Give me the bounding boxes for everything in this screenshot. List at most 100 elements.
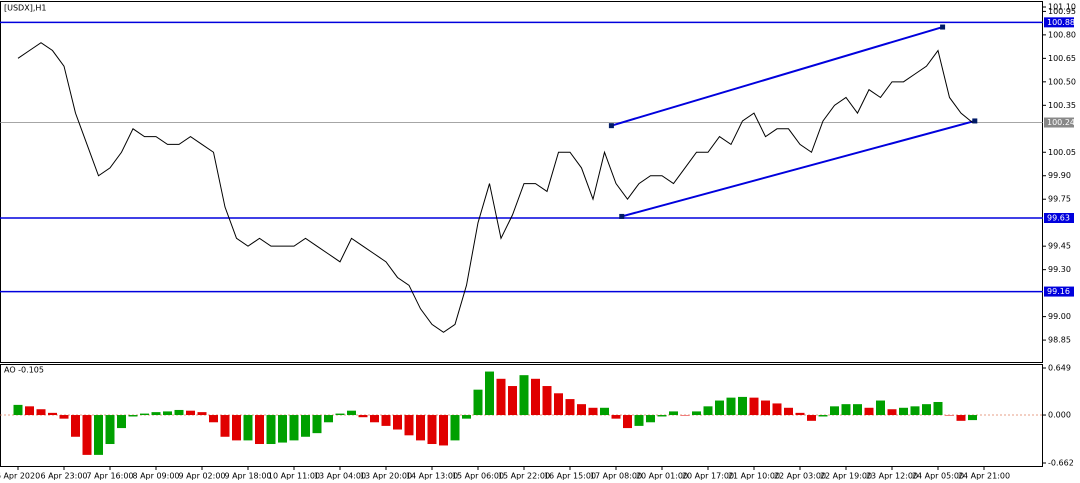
- ao-bar: [71, 415, 80, 437]
- ao-bar: [830, 406, 839, 416]
- level-label: 99.16: [1047, 287, 1070, 296]
- current-price-label: 100.24: [1047, 118, 1075, 127]
- ao-bar: [600, 407, 609, 416]
- ao-bar: [680, 415, 690, 416]
- ao-title: AO -0.105: [4, 366, 44, 375]
- ao-bar: [485, 371, 494, 416]
- ao-bar: [922, 404, 931, 416]
- ao-bar: [312, 415, 322, 434]
- y-tick-label: 99.00: [1048, 312, 1071, 321]
- y-tick-label: 0.649: [1048, 364, 1071, 373]
- ao-bar: [795, 412, 805, 416]
- ao-bar: [416, 415, 425, 441]
- ao-bar: [692, 411, 701, 416]
- ao-bar: [772, 403, 782, 416]
- ao-bar: [243, 415, 253, 441]
- channel-line: [611, 26, 943, 127]
- x-tick-label: 9 Apr 02:00: [178, 472, 225, 481]
- ao-bar: [36, 409, 46, 416]
- ao-bar: [473, 389, 483, 416]
- x-tick-label: 15 Apr 22:00: [498, 472, 550, 481]
- ao-bar: [968, 415, 977, 421]
- y-tick-label: 100.65: [1048, 54, 1076, 63]
- level-box: [1044, 286, 1074, 297]
- y-tick-label: 100.95: [1048, 7, 1076, 16]
- x-tick-label: 20 Apr 01:00: [636, 472, 688, 481]
- ao-bar: [899, 407, 908, 416]
- ao-bar: [427, 415, 437, 445]
- ao-bar: [48, 412, 57, 416]
- ao-bar: [197, 412, 207, 416]
- x-tick-label: 23 Apr 12:00: [866, 472, 918, 481]
- y-tick-label: 100.35: [1048, 101, 1076, 110]
- ao-bar: [864, 407, 874, 416]
- level-label: 100.88: [1047, 18, 1075, 27]
- ao-bar: [876, 400, 885, 416]
- x-tick-label: 22 Apr 03:00: [774, 472, 826, 481]
- ao-bar: [186, 410, 195, 416]
- y-tick-label: 99.90: [1048, 171, 1071, 180]
- ao-bar: [94, 415, 103, 455]
- ao-bar: [807, 415, 816, 421]
- ao-bar: [611, 415, 621, 419]
- ao-bar: [151, 412, 161, 416]
- ao-bar: [278, 415, 287, 443]
- x-tick-label: 8 Apr 09:00: [132, 472, 179, 481]
- ao-bar: [232, 415, 241, 441]
- ao-bar: [381, 415, 391, 426]
- y-tick-label: 100.05: [1048, 148, 1076, 157]
- ao-panel: [0, 364, 1043, 467]
- ao-bar: [634, 415, 644, 426]
- ao-bar: [59, 415, 69, 419]
- ao-bar: [220, 415, 230, 437]
- price-line: [17, 42, 973, 333]
- ao-bar: [519, 375, 529, 416]
- ao-bar: [496, 378, 506, 416]
- ao-bar: [933, 401, 943, 416]
- x-tick-label: 15 Apr 06:00: [452, 472, 504, 481]
- level-box: [1044, 17, 1074, 28]
- ao-bar: [841, 404, 851, 416]
- ao-bar: [128, 415, 138, 417]
- ao-bar: [82, 415, 92, 455]
- y-tick-label: 101.10: [1048, 3, 1076, 12]
- ao-bar: [945, 415, 954, 416]
- ao-bar: [910, 406, 920, 416]
- ao-bar: [588, 407, 598, 416]
- ao-bar: [726, 397, 736, 416]
- ao-bar: [669, 411, 678, 416]
- ao-bar: [577, 404, 586, 416]
- ao-bar: [508, 386, 517, 416]
- ao-bar: [565, 399, 575, 416]
- ao-bar: [887, 409, 897, 416]
- y-tick-label: 99.75: [1048, 195, 1071, 204]
- channel-line: [621, 119, 976, 218]
- y-tick-label: -0.662: [1048, 459, 1074, 468]
- x-tick-label: 9 Apr 18:00: [224, 472, 271, 481]
- y-tick-label: 100.80: [1048, 30, 1076, 39]
- x-tick-label: 14 Apr 13:00: [406, 472, 458, 481]
- ao-bar: [818, 415, 828, 417]
- ao-bar: [370, 415, 379, 423]
- ao-bar: [13, 404, 23, 416]
- x-tick-label: 7 Apr 16:00: [86, 472, 133, 481]
- ao-bar: [255, 415, 264, 445]
- x-tick-label: 6 Apr 2020: [0, 472, 40, 481]
- y-tick-label: 98.85: [1048, 336, 1071, 345]
- ao-bar: [554, 393, 563, 416]
- ao-bar: [174, 409, 184, 416]
- ao-bar: [140, 413, 149, 416]
- x-tick-label: 17 Apr 08:00: [590, 472, 642, 481]
- ao-bar: [105, 415, 115, 445]
- level-label: 99.63: [1047, 214, 1070, 223]
- x-tick-label: 20 Apr 17:00: [682, 472, 734, 481]
- x-tick-label: 13 Apr 20:00: [360, 472, 412, 481]
- ao-bar: [853, 404, 862, 416]
- ao-bar: [404, 415, 414, 436]
- y-tick-label: 99.30: [1048, 265, 1071, 274]
- x-tick-label: 16 Apr 15:00: [544, 472, 596, 481]
- ao-bar: [266, 415, 276, 445]
- ao-bar: [163, 411, 172, 416]
- ao-bar: [462, 415, 471, 419]
- ao-bar: [623, 415, 632, 429]
